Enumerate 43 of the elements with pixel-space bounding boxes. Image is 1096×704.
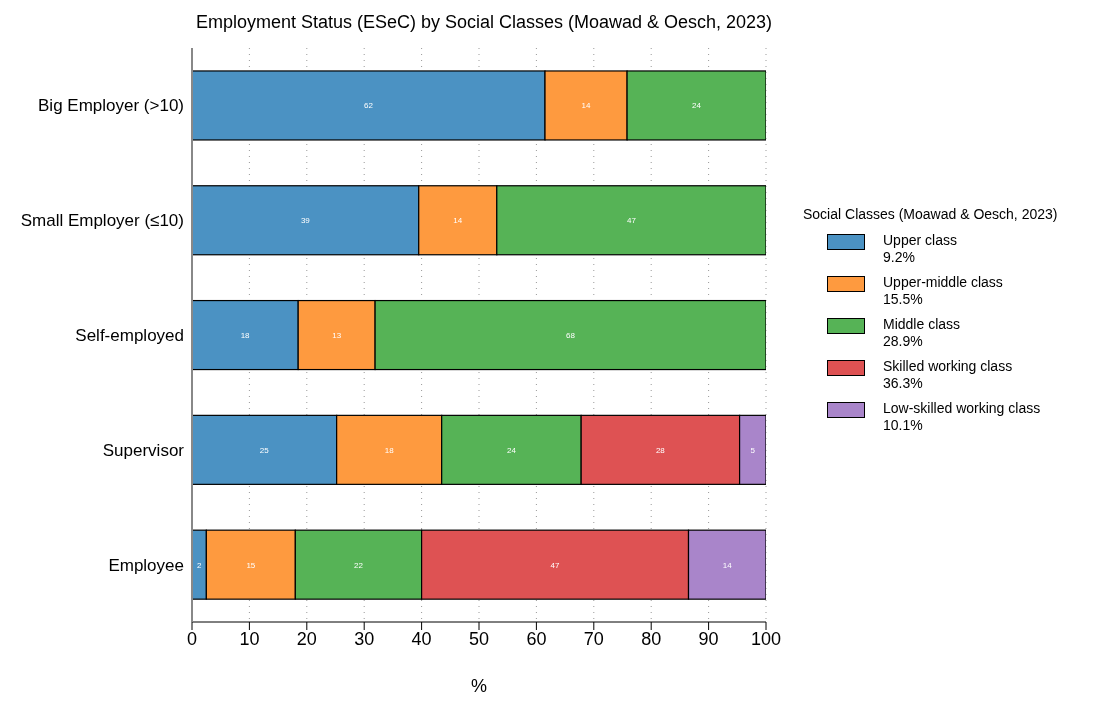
legend-label: Middle class 28.9% [883,316,961,350]
data-label: 47 [550,560,561,570]
data-label: 68 [566,331,576,341]
y-tick-label: Big Employer (>10) [38,96,184,116]
legend-title: Social Classes (Moawad & Oesch, 2023) [803,206,1058,222]
data-label: 14 [453,216,463,226]
x-tick-label: 90 [698,628,719,649]
data-label: 18 [240,331,251,341]
legend-label: Low-skilled working class 10.1% [883,400,1041,434]
data-label: 39 [300,216,311,226]
data-label: 15 [246,560,256,570]
data-label: 28 [655,445,666,455]
x-tick-label: 60 [526,628,547,649]
y-tick-label: Employee [108,555,184,575]
x-tick-label: 0 [186,628,198,649]
y-tick-label: Self-employed [75,326,184,346]
x-tick-label: 20 [296,628,317,649]
x-tick-label: 80 [641,628,662,649]
data-label: 24 [692,101,702,111]
data-label: 25 [259,445,270,455]
data-label: 5 [750,445,756,455]
data-label: 47 [626,216,637,226]
x-tick-label: 50 [468,628,490,649]
data-label: 18 [384,445,395,455]
legend-label: Upper class 9.2% [883,232,957,266]
data-label: 24 [506,445,517,455]
x-tick-label: 30 [354,628,375,649]
x-tick-label: 40 [411,628,432,649]
x-tick-label: 70 [583,628,604,649]
data-label: 14 [581,101,592,111]
x-axis-title: % [470,676,488,696]
legend-label: Skilled working class 36.3% [883,358,1013,392]
x-tick-label: 100 [750,628,782,649]
data-label: 13 [332,331,342,341]
data-label: 22 [354,560,364,570]
chart-title: Employment Status (ESeC) by Social Classes (Moawad & Oesch, 2023) [194,12,774,33]
data-label: 62 [364,101,374,111]
data-label: 2 [196,560,202,570]
y-tick-label: Small Employer (≤10) [20,211,184,231]
y-tick-label: Supervisor [102,440,185,460]
data-label: 14 [722,560,733,570]
legend-label: Upper-middle class 15.5% [883,274,1003,308]
x-tick-label: 10 [239,628,260,649]
